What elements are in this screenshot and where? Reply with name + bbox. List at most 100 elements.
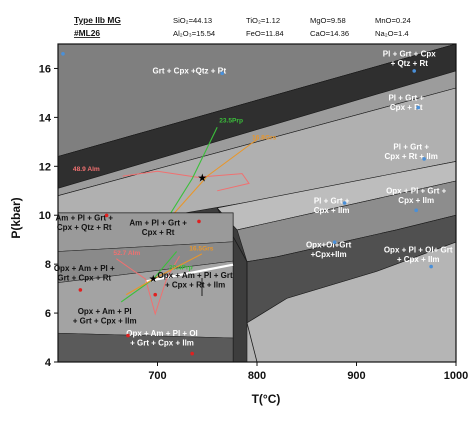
inset-isopleth-prp-label: 20.4Prp [169, 264, 193, 271]
field-3-label-line: Cpx + Rt [390, 103, 423, 112]
field-marker-1 [61, 51, 65, 56]
axes: 700 800 900 1000 4 6 8 10 12 14 16 [39, 43, 468, 382]
field-8-label-line: + Cpx + Ilm [397, 255, 440, 264]
y-axis-label: P(kbar) [9, 197, 23, 238]
composition-mno: MnO=0.24 [375, 16, 411, 25]
inset-field-6-label-line: + Grt + Cpx + Ilm [130, 338, 194, 347]
inset-isopleth-grs [125, 253, 203, 296]
field-6-label-line: Pl + Grt + [314, 196, 350, 205]
x-tick-label: 800 [248, 370, 266, 382]
inset-field-5-label: Opx + Am + Pl + Grt + Cpx + Ilm [73, 307, 137, 326]
inset-field-2-label-line: Cpx + Rt [142, 228, 175, 237]
field-8-label: Opx + Pl + Ol+ Grt + Cpx + Ilm [384, 245, 453, 263]
field-3-label: Pl + Grt + Cpx + Rt [388, 94, 424, 113]
field-6-label-line: Cpx + Ilm [314, 206, 350, 215]
inset-marker-4 [153, 292, 158, 297]
field-5-label-line: Cpx + Ilm [398, 196, 434, 205]
plot-isopleths: 48.9 Alm 23.5Prp 16.8Grs ★ [73, 117, 277, 216]
field-1-label: Grt + Cpx +Qtz + Rt [153, 66, 227, 75]
inset-marker-5 [126, 333, 130, 338]
field-3-label-line: Pl + Grt + [388, 94, 424, 103]
field-6-label: Pl + Grt + Cpx + Ilm [314, 196, 350, 215]
pt-estimate-star: ★ [197, 173, 207, 185]
y-tick-label: 12 [39, 161, 51, 173]
inset-pt-estimate-star: ★ [149, 274, 158, 285]
inset-marker-6 [190, 351, 194, 356]
y-tick-label: 6 [45, 308, 51, 320]
inset-field-4-label-line: + Cpx + Rt + Ilm [165, 281, 225, 290]
inset-field-3-label-line: Grt + Cpx + Rt [57, 273, 111, 282]
composition-al2o3: Al₂O₃=15.54 [173, 29, 215, 38]
field-2-label-line: + Qtz + Rt [391, 59, 429, 68]
field-marker-5 [422, 157, 426, 161]
field-7-label: Opx+Ol+Grt +Cpx+Ilm [306, 240, 352, 259]
composition-feo: FeO=11.84 [246, 29, 284, 38]
inset-field-5-label-line: Opx + Am + Pl [78, 307, 132, 316]
field-marker-8 [332, 240, 337, 244]
field-marker-4 [416, 105, 420, 110]
field-2-label-line: Pl + Grt + Cpx [383, 50, 436, 59]
inset-field-5-label-line: + Grt + Cpx + Ilm [73, 317, 137, 326]
inset-field-1-label-line: Am + Pl + Grt + [55, 214, 113, 223]
field-7-label-line: +Cpx+Ilm [311, 250, 347, 259]
plot-fields [57, 43, 457, 363]
inset-field-2-label-line: Am + Pl + Grt + [129, 218, 187, 227]
inset-field-3-label: Opx + Am + Pl + Grt + Cpx + Rt [54, 264, 115, 283]
composition-cao: CaO=14.36 [310, 29, 349, 38]
inset-plot: 52.7 Alm 20.4Prp 16.5Grs ★ [57, 212, 234, 363]
inset-field-3-label-line: Opx + Am + Pl + [54, 264, 115, 273]
isopleth-grs-label: 16.8Grs [252, 134, 277, 141]
inset-isopleth-alm-label: 52.7 Alm [113, 250, 140, 257]
y-tick-label: 14 [39, 112, 52, 124]
x-tick-label: 900 [347, 370, 365, 382]
field-5-label: Opx + Pl + Grt + Cpx + Ilm [386, 187, 447, 206]
composition-mgo: MgO=9.58 [310, 16, 346, 25]
y-tick-label: 16 [39, 63, 51, 75]
composition-sio2: SiO₂=44.13 [173, 16, 212, 25]
field-marker-7 [342, 201, 347, 205]
inset-field-2-label: Am + Pl + Grt + Cpx + Rt [129, 218, 187, 237]
isopleth-alm [122, 170, 250, 192]
y-tick-label: 10 [39, 210, 51, 222]
sample-id: #ML26 [74, 28, 100, 38]
inset-marker-2 [197, 219, 201, 224]
chart-header: Type IIb MG #ML26 SiO₂=44.13 Al₂O₃=15.54… [74, 15, 411, 38]
inset-isopleth-grs-label: 16.5Grs [189, 245, 214, 252]
field-4-label-line: Pl + Grt + [393, 143, 429, 152]
inset-field-4-label: Opx + Am + Pl + Grt + Cpx + Rt + Ilm [158, 271, 233, 290]
field-marker-9 [429, 264, 433, 269]
y-tick-label: 8 [45, 259, 51, 271]
isopleth-alm-label: 48.9 Alm [73, 166, 100, 173]
field-1-label-line: Grt + Cpx +Qtz + Rt [153, 66, 227, 75]
isopleth-grs [171, 138, 258, 216]
x-tick-label: 1000 [444, 370, 468, 382]
isopleth-prp [168, 126, 218, 216]
inset-field-1-label: Am + Pl + Grt + Cpx + Qtz + Rt [55, 214, 113, 233]
field-marker-3 [412, 69, 417, 73]
field-8-label-line: Opx + Pl + Ol+ Grt [384, 245, 453, 254]
field-4-label: Pl + Grt + Cpx + Rt + Ilm [385, 143, 438, 162]
inset-field-6-label-line: Opx + Am + Pl + Ol [126, 329, 198, 338]
inset-field-4-label-line: Opx + Am + Pl + Grt [158, 271, 233, 280]
field-2-label: Pl + Grt + Cpx + Qtz + Rt [383, 50, 436, 69]
inset-isopleth-alm [116, 256, 180, 316]
inset-marker-3 [78, 288, 83, 292]
y-tick-label: 4 [45, 357, 52, 369]
field-markers [61, 51, 433, 356]
composition-na2o: Na₂O=1.4 [375, 29, 409, 38]
composition-tio2: TiO₂=1.12 [246, 16, 280, 25]
inset-marker-1 [104, 213, 109, 218]
inset-reaction-line [145, 263, 234, 283]
x-tick-label: 700 [148, 370, 166, 382]
field-marker-6 [414, 208, 419, 213]
field-4-label-line: Cpx + Rt + Ilm [385, 152, 438, 161]
isopleth-prp-label: 23.5Prp [219, 117, 243, 124]
field-marker-2 [220, 71, 224, 76]
field-5-label-line: Opx + Pl + Grt + [386, 187, 447, 196]
sample-type: Type IIb MG [74, 15, 121, 25]
inset-field-1-label-line: Cpx + Qtz + Rt [57, 223, 112, 232]
x-axis-label: T(°C) [252, 392, 281, 406]
inset-field-6-label: Opx + Am + Pl + Ol + Grt + Cpx + Ilm [126, 329, 198, 348]
